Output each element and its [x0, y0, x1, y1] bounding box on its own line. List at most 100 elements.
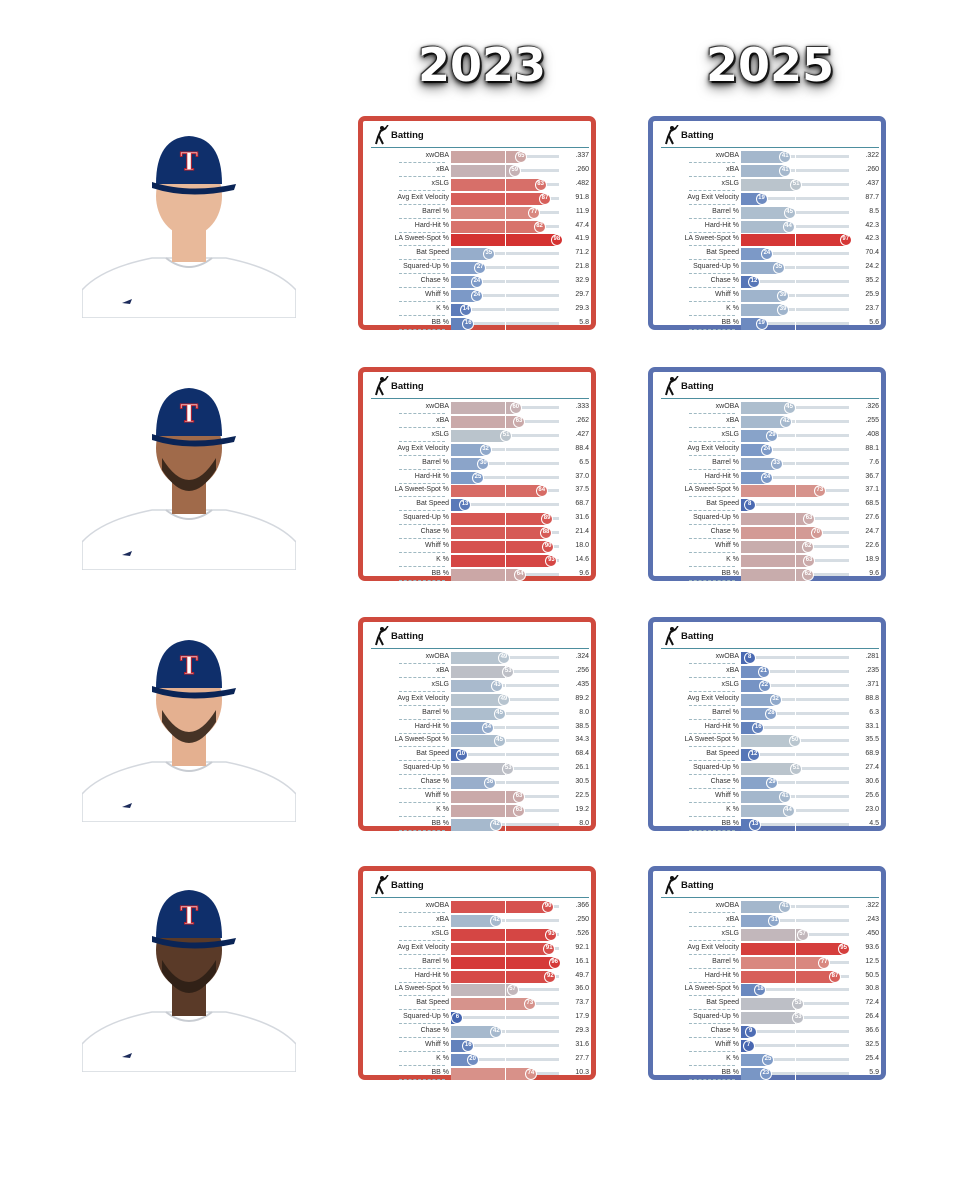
stat-value: 29.3 [575, 1027, 589, 1035]
percentile-circle: 34 [481, 721, 494, 734]
metric-label: Squared-Up % [403, 514, 449, 522]
row-divider [399, 718, 445, 720]
stat-value: 37.0 [575, 472, 589, 480]
stat-value: 71.2 [575, 249, 589, 257]
card-header [661, 376, 879, 399]
row-divider [689, 1023, 735, 1025]
card-title: Batting [391, 880, 424, 891]
median-marker [505, 290, 506, 302]
stat-value: 18.0 [575, 542, 589, 549]
metric-label: Bat Speed [416, 249, 449, 257]
percentile-circle: 36 [483, 777, 496, 790]
stat-value: 68.4 [575, 750, 589, 758]
batting-card-p1-2023: Batting xwOBA 65 .337 xBA 59 .260 xSLG 8… [358, 116, 596, 330]
player-photo-icon: T [81, 872, 297, 1073]
percentile-circle: 51 [500, 429, 513, 442]
stat-row: Squared-Up % 27 21.8 [363, 262, 591, 275]
percentile-bar [741, 970, 835, 983]
row-divider [689, 939, 735, 941]
median-marker [505, 749, 506, 762]
median-marker [505, 791, 506, 803]
stat-value: 16.1 [575, 957, 589, 965]
percentile-bar [741, 513, 810, 526]
percentile-circle: 70 [810, 527, 823, 540]
percentile-bar [451, 707, 500, 720]
card-header [371, 125, 589, 148]
median-marker [795, 791, 796, 803]
median-marker [505, 276, 506, 289]
percentile-circle: 45 [783, 402, 796, 414]
row-divider [689, 510, 735, 512]
stat-row: xSLG 51 .437 [653, 178, 881, 191]
card-header [661, 125, 879, 148]
metric-label: xSLG [721, 680, 739, 688]
percentile-circle: 24 [760, 248, 773, 261]
year-header-2025: 2025 [705, 38, 835, 92]
percentile-circle: 51 [790, 178, 803, 191]
median-marker [505, 527, 506, 540]
stat-value: 92.1 [575, 943, 589, 951]
row-divider [689, 829, 735, 831]
percentile-circle: 41 [779, 164, 792, 177]
median-marker [505, 457, 506, 470]
metric-label: K % [436, 805, 449, 813]
row-divider [399, 981, 445, 983]
metric-label: xSLG [721, 430, 739, 438]
percentile-bar [741, 415, 787, 428]
percentile-circle: 32 [769, 693, 782, 706]
stat-value: 37.1 [865, 486, 879, 494]
metric-label: BB % [721, 569, 739, 577]
row-divider [399, 175, 445, 177]
percentile-circle: 73 [523, 998, 536, 1011]
percentile-bar [451, 970, 551, 983]
stat-value: 7.6 [869, 458, 879, 466]
percentile-circle: 20 [466, 1053, 479, 1066]
stat-row: Barrel % 33 7.6 [653, 457, 881, 470]
median-marker [505, 942, 506, 955]
median-marker [505, 901, 506, 913]
row-divider [689, 690, 735, 692]
metric-label: Avg Exit Velocity [397, 193, 449, 201]
metric-label: LA Sweet-Spot % [684, 486, 739, 494]
stat-row: K % 93 14.6 [363, 554, 591, 567]
stat-value: 25.4 [865, 1054, 879, 1062]
row-divider [689, 231, 735, 233]
percentile-circle: 27 [474, 262, 487, 275]
card-header [371, 626, 589, 649]
median-marker [505, 956, 506, 969]
stat-row: xBA 41 .260 [653, 164, 881, 177]
row-divider [399, 925, 445, 927]
stat-value: 37.5 [575, 486, 589, 494]
stat-row: Barrel % 96 16.1 [363, 956, 591, 969]
stat-row: Hard-Hit % 87 50.5 [653, 970, 881, 983]
stat-value: 19.2 [575, 805, 589, 813]
median-marker [505, 234, 506, 247]
stat-value: 33.1 [865, 722, 879, 730]
percentile-bar [451, 777, 490, 790]
stat-value: .366 [575, 902, 589, 909]
percentile-circle: 42 [780, 415, 793, 428]
stat-row: Whiff % 62 22.6 [653, 541, 881, 553]
percentile-circle: 24 [760, 471, 773, 484]
percentile-circle: 92 [544, 970, 557, 983]
percentile-bar [451, 665, 509, 678]
stat-row: BB % 64 9.6 [363, 568, 591, 581]
metric-label: Whiff % [715, 792, 739, 799]
row-divider [399, 468, 445, 470]
median-marker [795, 1040, 796, 1052]
percentile-circle: 9 [744, 1026, 757, 1039]
row-divider [689, 912, 735, 913]
median-marker [795, 415, 796, 428]
percentile-circle: 35 [482, 248, 495, 261]
batter-icon [375, 875, 389, 895]
median-marker [795, 1026, 796, 1039]
row-divider [689, 774, 735, 776]
stat-row: LA Sweet-Spot % 98 41.9 [363, 234, 591, 247]
player-photo-icon: T [81, 118, 297, 319]
stat-row: xBA 21 .235 [653, 665, 881, 678]
stat-value: 12.5 [865, 957, 879, 965]
metric-label: Barrel % [712, 957, 739, 965]
stat-value: 22.6 [865, 542, 879, 549]
percentile-bar [451, 164, 515, 177]
percentile-circle: 87 [538, 192, 551, 205]
